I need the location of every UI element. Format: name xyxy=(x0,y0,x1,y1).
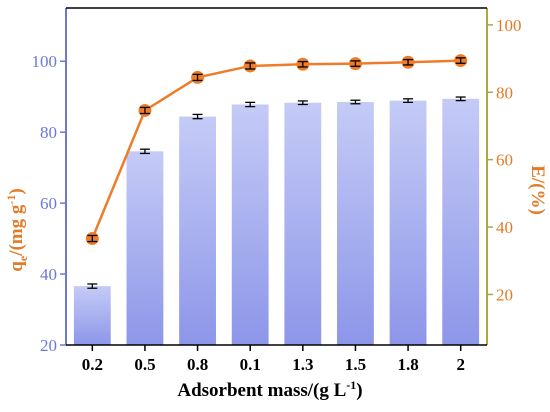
x-tick-label-0.2: 0.2 xyxy=(82,355,103,374)
left-tick-label-20: 20 xyxy=(40,336,57,355)
left-axis-title-sub: e xyxy=(16,255,30,261)
line-layer xyxy=(85,54,468,246)
x-axis-title-end: ) xyxy=(356,380,362,401)
x-tick-label-0.5: 0.5 xyxy=(134,355,155,374)
left-tick-label-60: 60 xyxy=(40,194,57,213)
axes-layer: 20 40 60 80 100 20 40 60 80 100 0.2 0.5 0.8 0.1 1.3 1.5… xyxy=(32,7,522,374)
x-axis-title-sup: -1 xyxy=(346,378,356,392)
right-tick-label-60: 60 xyxy=(496,151,513,170)
left-tick-label-40: 40 xyxy=(40,265,57,284)
x-tick-label-0.1: 0.1 xyxy=(240,355,261,374)
bar-1.8 xyxy=(389,100,427,345)
left-tick-label-100: 100 xyxy=(32,52,58,71)
left-axis-title-sup: -1 xyxy=(4,195,18,205)
x-axis-title: Adsorbent mass/(g L-1) xyxy=(177,378,362,401)
bar-0.5 xyxy=(126,151,164,345)
left-axis-title-main: q xyxy=(6,261,27,272)
bar-1.5 xyxy=(337,102,374,345)
left-axis-title: qe/(mg g-1) xyxy=(4,188,30,271)
right-tick-label-40: 40 xyxy=(496,218,513,237)
left-axis-title-end: ) xyxy=(6,188,27,194)
bar-0.2 xyxy=(73,286,111,345)
right-axis-title: E/(%) xyxy=(527,165,548,215)
bar-0.1 xyxy=(231,104,269,345)
right-tick-label-100: 100 xyxy=(496,16,522,35)
right-tick-label-80: 80 xyxy=(496,83,513,102)
x-tick-label-1.8: 1.8 xyxy=(397,355,418,374)
efficiency-line xyxy=(91,59,461,239)
left-axis-title-rest: /(mg g xyxy=(6,204,27,257)
x-tick-label-1.5: 1.5 xyxy=(345,355,366,374)
bar-0.8 xyxy=(179,116,216,346)
x-tick-label-1.3: 1.3 xyxy=(292,355,313,374)
bar-1.3 xyxy=(284,102,322,345)
right-tick-label-20: 20 xyxy=(496,285,513,304)
x-tick-label-0.8: 0.8 xyxy=(187,355,208,374)
bar-2 xyxy=(442,98,480,346)
left-tick-label-80: 80 xyxy=(40,123,57,142)
bars-layer xyxy=(73,96,480,346)
x-axis-title-main: Adsorbent mass/(g L xyxy=(177,380,346,401)
x-tick-label-2: 2 xyxy=(456,355,465,374)
